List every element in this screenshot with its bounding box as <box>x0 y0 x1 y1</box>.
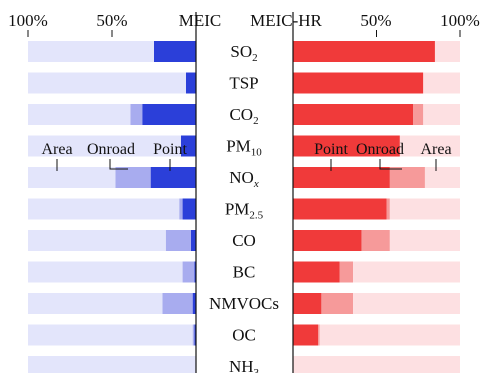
legend-label-meic-hr-point: Point <box>314 141 348 158</box>
bar-meic-pm25-onroad <box>179 198 183 220</box>
bar-meic-so2-point <box>154 41 196 62</box>
bar-meic-hr-pm10-area <box>399 135 460 157</box>
bar-meic-bc-area <box>28 261 183 283</box>
tick-label-meic-50: 50% <box>96 11 127 30</box>
legend: Area Onroad Point Point Onroad Area <box>41 141 452 171</box>
category-label-co: CO <box>232 231 256 250</box>
bar-meic-hr-co-point <box>293 230 362 251</box>
bar-meic-hr-co2-onroad <box>413 104 424 125</box>
bar-meic-co2-area <box>28 104 131 125</box>
bar-meic-co-area <box>28 230 166 251</box>
bar-meic-pm25-point <box>182 198 196 220</box>
bar-meic-hr-bc-onroad <box>339 261 354 283</box>
bar-meic-hr-bc-area <box>353 261 460 283</box>
category-label-nox: NOx <box>229 168 259 190</box>
bar-meic-nh3-area <box>28 356 196 373</box>
bar-meic-tsp-area <box>28 72 186 94</box>
center-axes <box>195 12 294 373</box>
category-label-pm10: PM10 <box>226 137 262 159</box>
bar-meic-nox-point <box>150 167 196 188</box>
bar-meic-oc-onroad <box>192 324 195 346</box>
bar-meic-hr-oc-point <box>293 324 319 346</box>
category-label-so2: SO2 <box>230 42 257 64</box>
bar-meic-bc-onroad <box>182 261 195 283</box>
bar-meic-oc-area <box>28 324 193 346</box>
bar-meic-pm10-point <box>180 135 196 157</box>
bar-meic-co-onroad <box>165 230 191 251</box>
bar-meic-hr-oc-area <box>319 324 460 346</box>
bar-meic-hr-nox-area <box>424 167 460 188</box>
bar-meic-nmvocs-onroad <box>162 293 193 314</box>
bar-meic-oc-point <box>194 324 196 346</box>
bar-meic-nox-onroad <box>115 167 151 188</box>
bar-meic-hr-nox-onroad <box>389 167 425 188</box>
bar-meic-hr-bc-point <box>293 261 340 283</box>
bar-meic-hr-tsp-point <box>293 72 424 94</box>
legend-label-meic-hr-area: Area <box>420 141 451 158</box>
bar-meic-hr-pm25-onroad <box>386 198 390 220</box>
bar-meic-nmvocs-area <box>28 293 163 314</box>
bar-meic-pm10-area <box>28 135 181 157</box>
bar-meic-hr-pm25-area <box>389 198 460 220</box>
legend-leader-meic-hr-onroad <box>379 159 402 170</box>
bar-meic-hr-tsp-area <box>423 72 460 94</box>
bar-meic-hr-co-onroad <box>361 230 390 251</box>
bar-meic-co2-onroad <box>130 104 143 125</box>
bar-meic-hr-pm10-point <box>293 135 400 157</box>
axis-ticks <box>27 30 461 37</box>
category-label-nh3: NH3 <box>229 357 260 373</box>
bar-meic-hr-pm25-point <box>293 198 387 220</box>
bar-meic-hr-nh3-area <box>293 356 460 373</box>
bar-meic-nox-area <box>28 167 116 188</box>
bar-meic-hr-co-area <box>389 230 460 251</box>
tick-label-meic-100: 100% <box>8 11 48 30</box>
bar-meic-co-point <box>190 230 196 251</box>
category-labels: SO2 TSP CO2 PM10 NOx PM2.5 CO BC NMVOCs OC NH3 <box>209 42 279 373</box>
bar-meic-hr-nox-point <box>293 167 390 188</box>
panel-title-meic-hr: MEIC-HR <box>250 11 322 30</box>
legend-label-meic-hr-onroad: Onroad <box>356 141 404 158</box>
bar-meic-so2-area <box>28 41 154 62</box>
tick-label-meic-hr-50: 50% <box>360 11 391 30</box>
bar-meic-bc-point <box>194 261 196 283</box>
bar-meic-hr-nmvocs-point <box>293 293 322 314</box>
category-label-bc: BC <box>233 263 256 282</box>
legend-leader-meic-onroad <box>109 159 128 170</box>
category-label-nmvocs: NMVOCs <box>209 294 279 313</box>
panel-title-meic: MEIC <box>179 11 222 30</box>
bar-meic-nmvocs-point <box>192 293 196 314</box>
tick-label-meic-hr-100: 100% <box>440 11 480 30</box>
bar-meic-co2-point <box>142 104 196 125</box>
category-label-tsp: TSP <box>229 74 258 93</box>
bars <box>28 41 460 373</box>
bar-meic-hr-oc-onroad <box>318 324 320 346</box>
legend-label-meic-point: Point <box>153 141 187 158</box>
bar-meic-hr-co2-point <box>293 104 414 125</box>
bar-meic-hr-nmvocs-area <box>353 293 460 314</box>
panel-headers: 100% 50% MEIC MEIC-HR 50% 100% <box>8 11 480 30</box>
bar-meic-hr-so2-area <box>434 41 460 62</box>
bar-meic-tsp-point <box>185 72 196 94</box>
bar-meic-hr-so2-point <box>293 41 435 62</box>
category-label-pm25: PM2.5 <box>225 200 264 222</box>
bar-meic-hr-co2-area <box>423 104 460 125</box>
category-label-oc: OC <box>232 326 256 345</box>
legend-label-meic-area: Area <box>41 141 72 158</box>
legend-label-meic-onroad: Onroad <box>87 141 135 158</box>
bar-meic-hr-nmvocs-onroad <box>321 293 354 314</box>
bar-meic-pm25-area <box>28 198 180 220</box>
category-label-co2: CO2 <box>229 105 258 127</box>
